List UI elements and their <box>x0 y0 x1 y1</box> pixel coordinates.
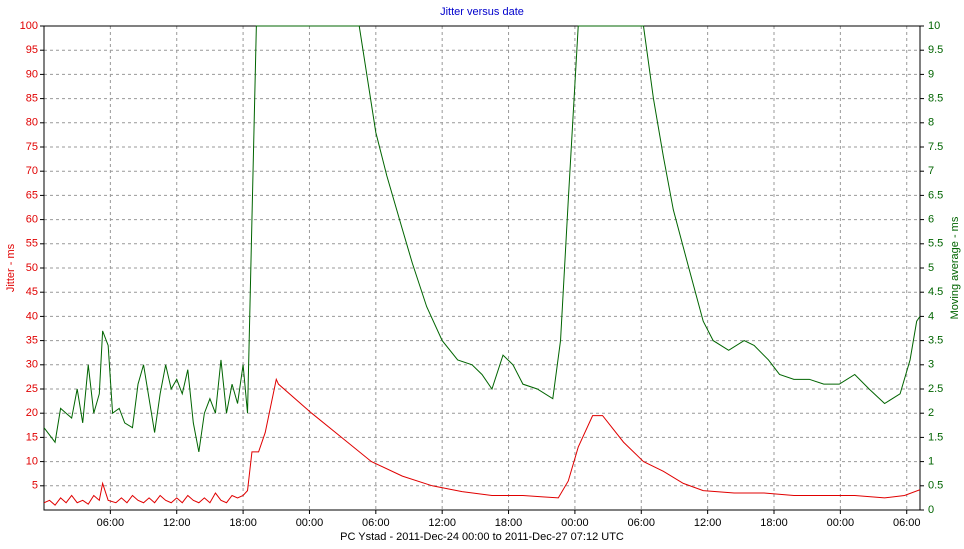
y2-tick-label: 4.5 <box>928 286 943 298</box>
y-tick-label: 45 <box>26 286 38 298</box>
y2-tick-label: 6 <box>928 214 934 226</box>
series-line <box>44 25 920 453</box>
x-tick-label: 00:00 <box>561 517 589 529</box>
y2-tick-label: 8.5 <box>928 93 943 105</box>
y2-tick-label: 1 <box>928 456 934 468</box>
y2-tick-label: 3.5 <box>928 335 943 347</box>
y-tick-label: 5 <box>32 480 38 492</box>
y-tick-label: 90 <box>26 68 38 80</box>
y2-tick-label: 3 <box>928 359 934 371</box>
y2-tick-label: 2.5 <box>928 383 943 395</box>
y-tick-label: 15 <box>26 431 38 443</box>
y-tick-label: 100 <box>20 20 38 32</box>
y2-tick-label: 8 <box>928 117 934 129</box>
y-tick-label: 70 <box>26 165 38 177</box>
y-tick-label: 25 <box>26 383 38 395</box>
y2-tick-label: 5 <box>928 262 934 274</box>
x-tick-label: 06:00 <box>362 517 390 529</box>
plot-frame <box>43 25 921 511</box>
y-tick-label: 50 <box>26 262 38 274</box>
y2-tick-label: 1.5 <box>928 431 943 443</box>
y-tick-label: 10 <box>26 456 38 468</box>
x-tick-label: 12:00 <box>694 517 722 529</box>
y-axis-label: Jitter - ms <box>5 243 17 292</box>
y2-axis-label: Moving average - ms <box>949 216 961 319</box>
y2-tick-label: 2 <box>928 407 934 419</box>
y-tick-label: 85 <box>26 93 38 105</box>
y-tick-label: 55 <box>26 238 38 250</box>
x-tick-label: 12:00 <box>428 517 456 529</box>
y-tick-label: 30 <box>26 359 38 371</box>
x-tick-label: 06:00 <box>628 517 656 529</box>
y-tick-label: 60 <box>26 214 38 226</box>
y2-tick-label: 7.5 <box>928 141 943 153</box>
y2-tick-label: 10 <box>928 20 940 32</box>
x-tick-label: 00:00 <box>296 517 324 529</box>
y-tick-label: 65 <box>26 189 38 201</box>
x-tick-label: 18:00 <box>229 517 257 529</box>
y2-tick-label: 7 <box>928 165 934 177</box>
y-tick-label: 95 <box>26 44 38 56</box>
y2-tick-label: 9 <box>928 68 934 80</box>
y2-tick-label: 9.5 <box>928 44 943 56</box>
x-tick-label: 12:00 <box>163 517 191 529</box>
x-tick-label: 00:00 <box>827 517 855 529</box>
y-tick-label: 35 <box>26 335 38 347</box>
y2-tick-label: 6.5 <box>928 189 943 201</box>
series-line <box>44 377 920 506</box>
x-tick-label: 06:00 <box>893 517 921 529</box>
y2-tick-label: 0 <box>928 504 934 516</box>
y-tick-label: 40 <box>26 310 38 322</box>
x-axis-label: PC Ystad - 2011-Dec-24 00:00 to 2011-Dec… <box>340 531 624 543</box>
y-tick-label: 75 <box>26 141 38 153</box>
y-tick-label: 20 <box>26 407 38 419</box>
chart-title: Jitter versus date <box>440 6 524 18</box>
y2-tick-label: 5.5 <box>928 238 943 250</box>
x-tick-label: 18:00 <box>760 517 788 529</box>
x-tick-label: 18:00 <box>495 517 523 529</box>
y2-tick-label: 0.5 <box>928 480 943 492</box>
x-tick-label: 06:00 <box>97 517 125 529</box>
y2-tick-label: 4 <box>928 310 934 322</box>
y-tick-label: 80 <box>26 117 38 129</box>
